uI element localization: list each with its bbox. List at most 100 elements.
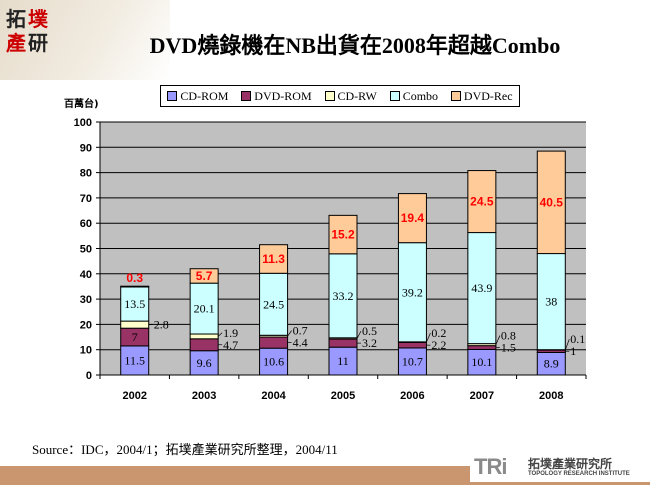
- brand-logo: TRi 拓墣產業研究所 TOPOLOGY RESEARCH INSTITUTE: [470, 452, 650, 482]
- bar-segment: [189, 333, 219, 340]
- legend-label: CD-ROM: [180, 88, 229, 103]
- x-tick-label: 2007: [470, 390, 494, 402]
- legend-item: CD-RW: [324, 88, 377, 104]
- data-label: 7: [132, 330, 138, 344]
- bar-segment: [467, 345, 497, 350]
- y-tick-label: 40: [80, 269, 92, 281]
- legend-label: DVD-Rec: [463, 88, 513, 103]
- legend-item: CD-ROM: [167, 89, 228, 104]
- bar-segment: [120, 320, 150, 329]
- legend: CD-ROM DVD-ROM CD-RW Combo DVD-Rec: [160, 85, 520, 107]
- bar-segment: [259, 272, 289, 336]
- data-label: 8.9: [544, 357, 559, 371]
- legend-item: DVD-Rec: [450, 88, 513, 104]
- data-label: 19.4: [401, 211, 425, 225]
- logo-char: 墣: [28, 7, 48, 31]
- source-note: Source：IDC，2004/1；拓墣產業研究所整理，2004/11: [32, 442, 338, 457]
- data-label: 11.5: [124, 353, 145, 367]
- leader-line: [287, 330, 292, 337]
- y-axis-label: 百萬台): [64, 99, 99, 110]
- data-label: 13.5: [124, 297, 145, 311]
- y-tick-label: 0: [86, 370, 92, 382]
- legend-item: DVD-ROM: [241, 88, 312, 104]
- bar-segment: [328, 253, 358, 339]
- bar-segment: [536, 253, 566, 351]
- y-tick-label: 50: [80, 244, 92, 256]
- brand-name-en: TOPOLOGY RESEARCH INSTITUTE: [528, 471, 630, 477]
- y-tick-label: 100: [74, 117, 92, 129]
- data-label: 4.7: [223, 338, 238, 352]
- bar-segment: [189, 282, 219, 335]
- data-label: 2.2: [431, 338, 446, 352]
- data-label: 0.5: [362, 324, 377, 338]
- data-label: 10.6: [263, 355, 284, 369]
- y-tick-label: 20: [80, 319, 92, 331]
- bar-segment: [328, 214, 358, 255]
- logo: 拓 墣 產 研: [6, 8, 50, 58]
- background-decoration: [0, 0, 170, 80]
- data-label: 15.2: [331, 228, 355, 242]
- bar-segment: [397, 341, 427, 349]
- data-label: 0.3: [126, 271, 143, 285]
- data-label: 0.8: [501, 329, 516, 343]
- x-tick-label: 2008: [539, 390, 563, 402]
- leader-line: [356, 330, 362, 339]
- data-label: 10.7: [402, 354, 423, 368]
- bar-segment: [259, 244, 289, 274]
- y-tick-label: 30: [80, 294, 92, 306]
- legend-swatch: [450, 91, 461, 101]
- data-label: 24.5: [263, 297, 284, 311]
- brand-name-cn: 拓墣產業研究所: [528, 457, 613, 471]
- data-label: 2.8: [154, 318, 169, 332]
- y-tick-label: 70: [80, 193, 92, 205]
- legend-item: Combo: [389, 89, 438, 104]
- data-label: 33.2: [333, 289, 354, 303]
- y-tick-label: 80: [80, 168, 92, 180]
- leader-line: [564, 339, 570, 350]
- data-label: 1.5: [501, 341, 516, 355]
- bar-segment: [536, 150, 566, 255]
- data-label: 0.1: [570, 332, 585, 346]
- bar-segment: [397, 193, 427, 244]
- data-label: 20.1: [194, 302, 215, 316]
- logo-char: 研: [28, 31, 48, 55]
- page-title: DVD燒錄機在NB出貨在2008年超越Combo: [149, 33, 561, 58]
- leader-line: [217, 332, 223, 337]
- x-tick-label: 2003: [192, 390, 216, 402]
- x-tick-label: 2004: [261, 390, 286, 402]
- data-label: 3.2: [362, 336, 377, 350]
- data-label: 0.7: [293, 324, 308, 338]
- data-label: 0.2: [431, 326, 446, 340]
- x-tick-label: 2005: [331, 390, 355, 402]
- data-label: 5.7: [196, 269, 213, 283]
- bar-segment: [397, 242, 427, 343]
- data-label: 40.5: [540, 195, 564, 209]
- data-label: 1.9: [223, 326, 238, 340]
- x-tick-label: 2006: [400, 390, 424, 402]
- data-label: 39.2: [402, 285, 423, 299]
- data-label: 9.6: [197, 356, 212, 370]
- data-label: 4.4: [293, 336, 308, 350]
- legend-swatch: [324, 91, 335, 101]
- logo-char: 拓: [6, 7, 26, 31]
- data-label: 10.1: [471, 355, 492, 369]
- y-tick-label: 10: [80, 345, 92, 357]
- bar-segment: [467, 232, 497, 345]
- data-label: 24.5: [470, 195, 494, 209]
- bar-segment: [120, 286, 150, 322]
- data-label: 43.9: [471, 281, 492, 295]
- bar-segment: [189, 338, 219, 352]
- legend-label: DVD-ROM: [254, 88, 312, 103]
- legend-label: CD-RW: [337, 88, 377, 103]
- bar-segment: [189, 268, 219, 284]
- legend-swatch: [389, 91, 400, 101]
- data-label: 38: [545, 295, 557, 309]
- data-label: 11.3: [262, 252, 285, 266]
- bar-segment: [467, 170, 497, 234]
- leader-line: [495, 335, 501, 345]
- leader-line: [426, 333, 431, 343]
- y-tick-label: 90: [80, 142, 92, 154]
- bar-segment: [259, 336, 289, 349]
